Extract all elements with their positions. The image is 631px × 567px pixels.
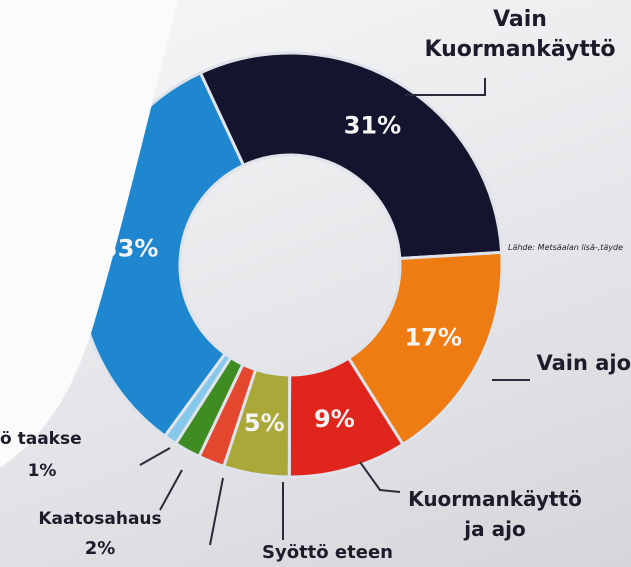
leader-line: [140, 448, 170, 465]
category-label: Kaatosahaus: [20, 504, 180, 534]
category-label: Syöttö eteen: [240, 538, 415, 567]
category-label: Vain Kuormankäyttö: [420, 5, 620, 65]
category-label: ö taakse: [0, 424, 110, 454]
value-label: 5%: [244, 409, 285, 437]
value-label: 9%: [314, 405, 355, 433]
donut-segment: [200, 53, 501, 258]
leader-line: [360, 462, 400, 492]
category-label: Vain ajo: [500, 348, 631, 378]
donut-chart: 31%17%9%5%33%: [0, 0, 631, 567]
leader-line: [210, 478, 223, 545]
value-label: 31%: [344, 112, 401, 140]
source-note: Lähde: Metsäalan lisä-,täyde: [508, 243, 623, 252]
category-label: Kuormankäyttö ja ajo: [400, 484, 590, 544]
value-label: 2%: [65, 534, 135, 564]
screenshot: 31%17%9%5%33% Lähde: Metsäalan lisä-,täy…: [0, 0, 631, 567]
value-label: 1%: [22, 456, 62, 486]
value-label: 17%: [404, 324, 461, 352]
leader-line: [405, 78, 485, 95]
